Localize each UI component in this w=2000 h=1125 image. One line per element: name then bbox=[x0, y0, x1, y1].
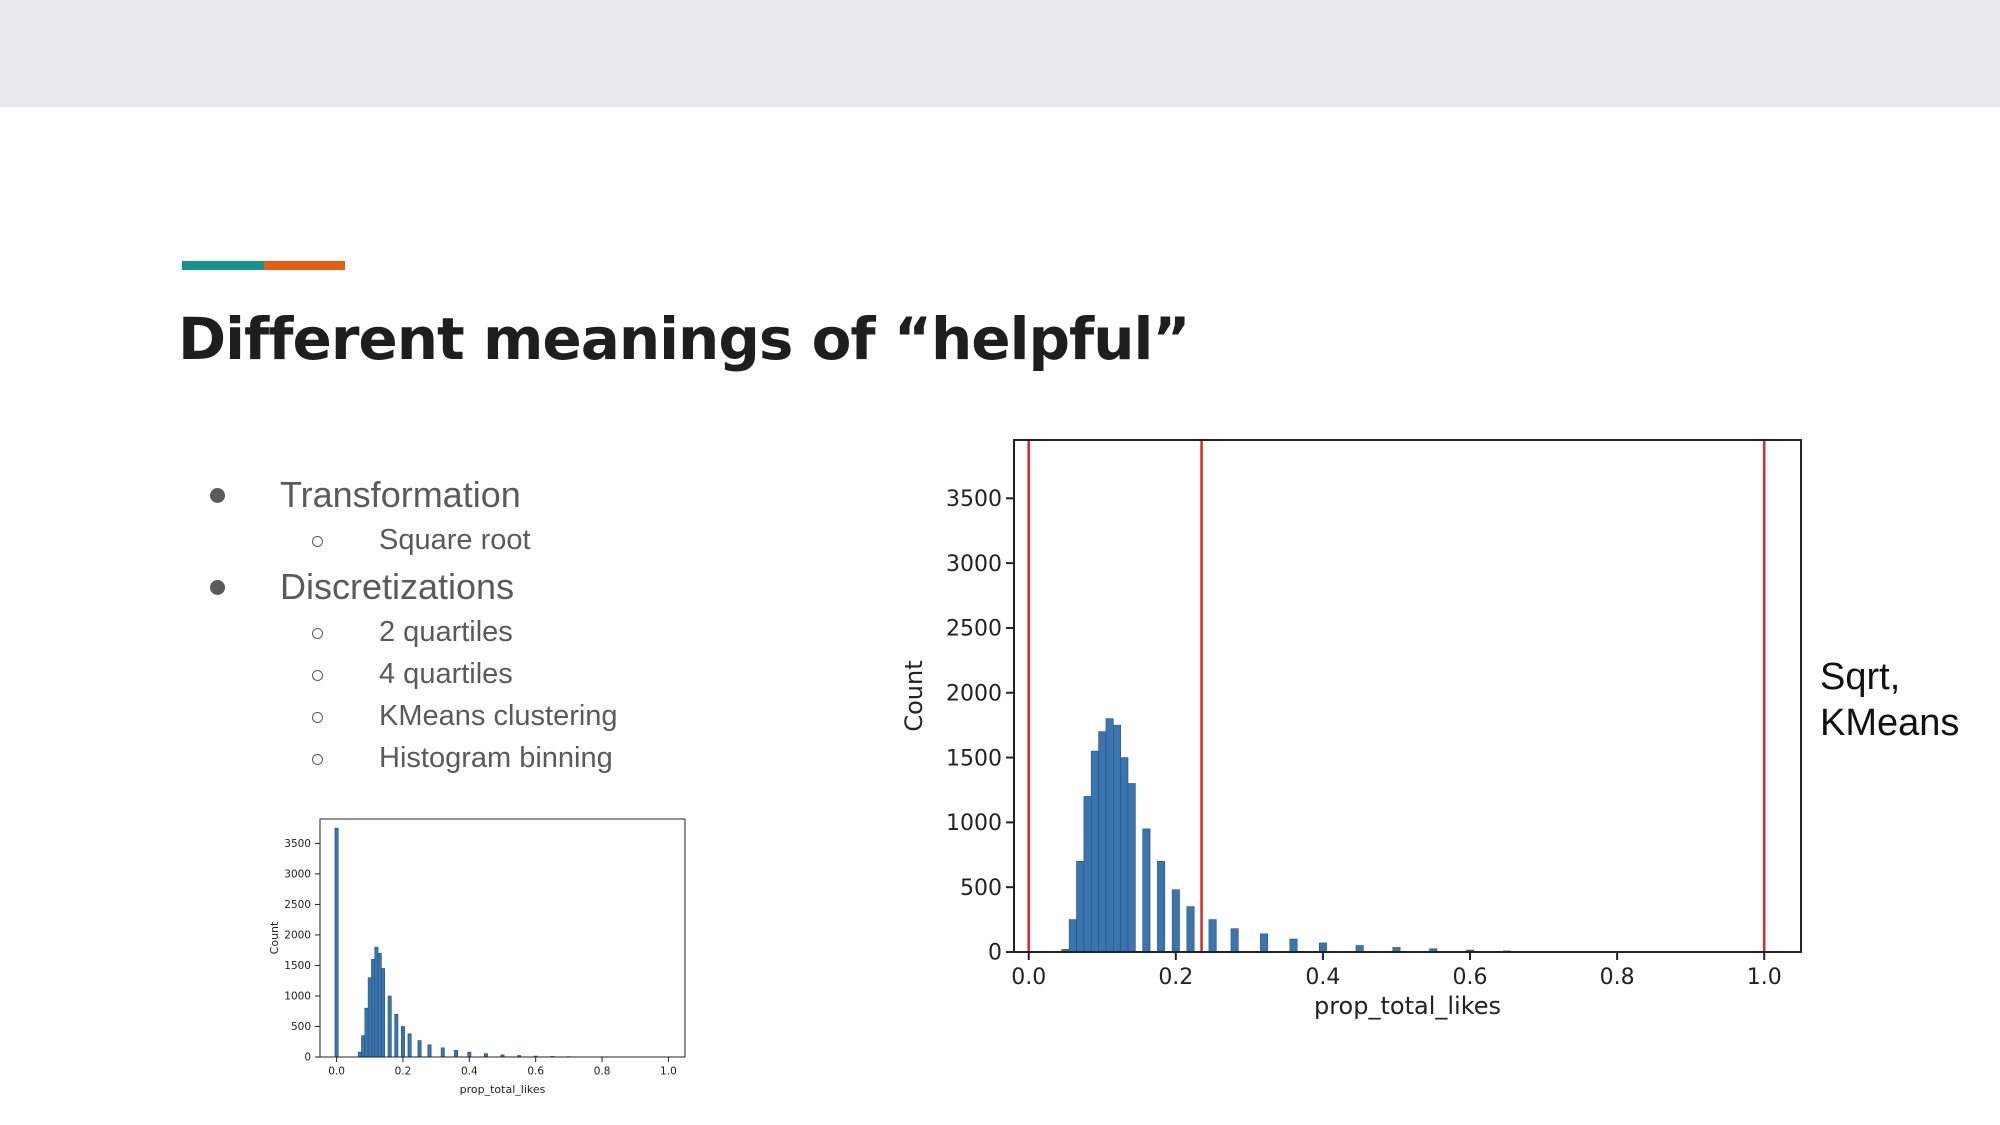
large-histogram-bar bbox=[1076, 860, 1085, 953]
large-histogram-bar bbox=[1186, 906, 1195, 953]
large-histogram-bar bbox=[1090, 750, 1099, 953]
large-histogram-bar bbox=[1127, 783, 1136, 953]
large-histogram-x-tick-label: 1.0 bbox=[1747, 965, 1782, 990]
slide-title: Different meanings of “helpful” bbox=[178, 305, 1191, 373]
small-histogram-x-tick-label: 1.0 bbox=[660, 1066, 677, 1078]
small-histogram-y-tick-label: 500 bbox=[291, 1021, 311, 1033]
large-histogram-x-tick-label: 0.4 bbox=[1305, 965, 1340, 990]
large-histogram-y-axis-label: Count bbox=[900, 660, 928, 731]
large-histogram-y-tick-label: 1000 bbox=[946, 811, 1002, 836]
hollow-bullet-icon bbox=[312, 628, 323, 639]
large-histogram-bar bbox=[1208, 919, 1217, 953]
large-histogram-y-tick-label: 1500 bbox=[946, 746, 1002, 771]
small-histogram-x-tick-label: 0.4 bbox=[461, 1066, 478, 1078]
large-histogram-y-tick-label: 0 bbox=[988, 941, 1002, 966]
large-histogram-x-tick-label: 0.2 bbox=[1158, 965, 1193, 990]
large-histogram-bar bbox=[1083, 796, 1092, 953]
small-histogram-x-tick-label: 0.0 bbox=[328, 1066, 345, 1078]
small-histogram-y-tick-label: 1000 bbox=[284, 991, 311, 1003]
large-histogram-bar bbox=[1120, 757, 1129, 953]
small-histogram-y-axis-label: Count bbox=[268, 921, 281, 954]
large-histogram-bar bbox=[1112, 724, 1121, 953]
small-histogram-x-axis-label: prop_total_likes bbox=[460, 1083, 546, 1096]
large-histogram-bar bbox=[1171, 889, 1180, 953]
large-histogram-bar bbox=[1318, 942, 1327, 953]
large-histogram-y-tick-label: 3000 bbox=[946, 552, 1002, 577]
large-histogram-bar bbox=[1068, 919, 1077, 953]
small-histogram-y-tick-label: 2500 bbox=[284, 899, 311, 911]
large-histogram-bar bbox=[1230, 928, 1239, 953]
bullet-dot-icon bbox=[210, 580, 225, 595]
large-histogram-bar bbox=[1260, 933, 1269, 953]
small-histogram-y-tick-label: 1500 bbox=[284, 960, 311, 972]
large-histogram-y-tick-label: 2500 bbox=[946, 617, 1002, 642]
side-note-line: KMeans bbox=[1820, 702, 1960, 744]
large-histogram-bar bbox=[1142, 828, 1151, 953]
large-histogram-bar bbox=[1105, 718, 1114, 953]
large-histogram-bar bbox=[1098, 731, 1107, 953]
small-histogram-y-tick-label: 3000 bbox=[284, 869, 311, 881]
slide-top-bar bbox=[0, 0, 2000, 107]
small-histogram-y-tick-label: 2000 bbox=[284, 930, 311, 942]
small-histogram-x-tick-label: 0.2 bbox=[395, 1066, 412, 1078]
small-histogram-x-tick-label: 0.8 bbox=[594, 1066, 611, 1078]
hollow-bullet-icon bbox=[312, 754, 323, 765]
small-histogram-frame bbox=[319, 818, 686, 1058]
small-histogram-x-tick-label: 0.6 bbox=[527, 1066, 544, 1078]
hollow-bullet-icon bbox=[312, 670, 323, 681]
large-histogram-bar bbox=[1289, 938, 1298, 953]
title-accent-teal bbox=[182, 261, 264, 270]
large-histogram-bar bbox=[1157, 860, 1166, 953]
hollow-bullet-icon bbox=[312, 712, 323, 723]
large-histogram-x-axis-label: prop_total_likes bbox=[1314, 992, 1501, 1020]
title-accent-orange bbox=[264, 261, 345, 270]
small-histogram-y-tick-label: 0 bbox=[304, 1052, 311, 1064]
side-note: Sqrt, KMeans bbox=[1820, 654, 1959, 746]
large-histogram-x-tick-label: 0.8 bbox=[1600, 965, 1635, 990]
hollow-bullet-icon bbox=[312, 536, 323, 547]
large-histogram-x-tick-label: 0.0 bbox=[1011, 965, 1046, 990]
side-note-line: Sqrt, bbox=[1820, 656, 1901, 698]
small-histogram-y-tick-label: 3500 bbox=[284, 838, 311, 850]
large-histogram-y-tick-label: 500 bbox=[960, 876, 1002, 901]
large-histogram-x-tick-label: 0.6 bbox=[1453, 965, 1488, 990]
large-histogram-y-tick-label: 3500 bbox=[946, 487, 1002, 512]
large-histogram-y-tick-label: 2000 bbox=[946, 681, 1002, 706]
bullet-dot-icon bbox=[210, 488, 225, 503]
large-histogram-frame bbox=[1013, 439, 1802, 953]
